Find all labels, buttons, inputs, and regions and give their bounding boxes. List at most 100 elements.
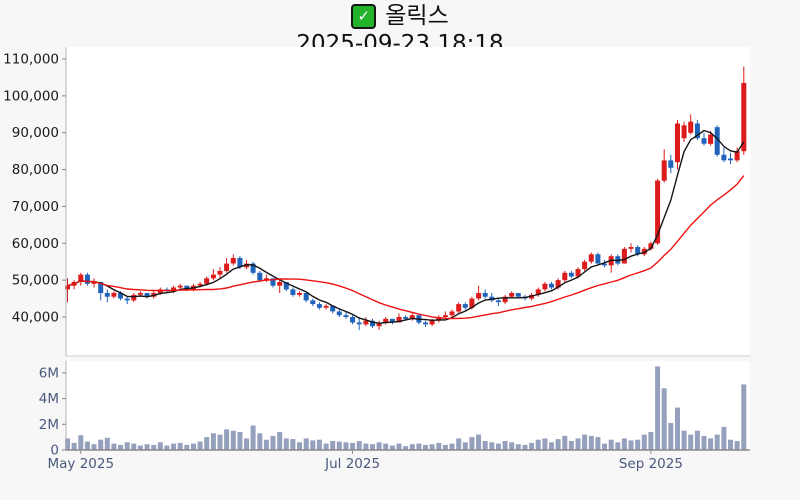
candle-body	[131, 294, 137, 301]
candle-body	[171, 287, 177, 292]
candle-body	[456, 304, 462, 312]
volume-bar	[482, 441, 488, 450]
candle-wick	[67, 278, 68, 303]
volume-bar	[91, 444, 97, 450]
volume-bar	[635, 439, 641, 450]
candle-body	[575, 269, 581, 277]
candle-body	[462, 304, 468, 308]
volume-bar	[469, 437, 475, 450]
volume-bar	[363, 443, 369, 450]
candle-body	[376, 322, 382, 327]
candle-body	[356, 322, 362, 325]
volume-bar	[423, 444, 428, 450]
volume-bar	[78, 435, 84, 450]
volume-bar	[688, 434, 694, 450]
candle-body	[283, 282, 289, 290]
volume-bar	[681, 430, 687, 450]
candle-body	[549, 283, 554, 288]
candle-body	[628, 247, 634, 249]
volume-bar	[237, 432, 243, 450]
candle-body	[336, 311, 342, 316]
candle-body	[668, 160, 674, 168]
volume-bar	[655, 366, 661, 450]
volume-bar	[297, 442, 302, 450]
candle-body	[509, 293, 515, 297]
volume-bar	[502, 441, 508, 450]
candle-body	[270, 278, 276, 286]
price-pane	[66, 47, 750, 356]
volume-bar	[416, 443, 422, 450]
candle-body	[436, 317, 442, 321]
candle-body	[144, 293, 150, 297]
candle-body	[449, 311, 455, 316]
candle-body	[641, 248, 647, 255]
volume-bar	[403, 446, 409, 450]
candle-body	[383, 318, 389, 323]
candle-body	[602, 263, 607, 266]
candle-body	[542, 283, 548, 290]
volume-bar	[84, 441, 90, 450]
axes-layer: 110,000 100,000 90,000 80,000 70,000 60,000 50…	[3, 47, 750, 472]
month-label: Sep 2025	[619, 456, 683, 472]
candle-body	[303, 293, 309, 301]
candle-body	[104, 293, 110, 297]
volume-bar	[509, 442, 515, 450]
candle-body	[529, 294, 535, 299]
volume-bar	[303, 438, 309, 450]
volume-bar	[144, 444, 150, 450]
volume-bar	[549, 442, 554, 450]
candle-body	[728, 158, 733, 161]
volume-bar	[111, 443, 117, 450]
candle-body	[648, 243, 654, 249]
volume-bar	[522, 444, 528, 450]
volume-bar	[661, 388, 667, 450]
candle-body	[568, 272, 574, 277]
volume-bar	[151, 444, 157, 450]
volume-bar	[250, 425, 256, 450]
volume-bar	[171, 443, 177, 450]
candle-wick	[126, 296, 128, 305]
candle-body	[409, 315, 415, 319]
volume-bar	[648, 432, 654, 450]
volume-bar	[588, 435, 594, 450]
candle-body	[98, 282, 104, 294]
candle-body	[515, 293, 521, 297]
volume-bar	[582, 434, 588, 450]
volume-bar	[476, 434, 482, 450]
price-tick-label: 50,000	[12, 273, 59, 289]
volume-bar	[71, 442, 77, 450]
volume-bar	[131, 443, 137, 450]
candle-body	[197, 283, 203, 286]
price-tick-label: 80,000	[12, 162, 59, 178]
candle-body	[694, 123, 700, 139]
candle-wick	[279, 280, 281, 293]
candle-wick	[497, 298, 499, 306]
candle-body	[655, 180, 661, 244]
price-tick-label: 60,000	[12, 236, 59, 252]
month-label: May 2025	[48, 456, 115, 472]
volume-bar	[621, 438, 627, 450]
month-label: Jul 2025	[324, 456, 380, 472]
volume-bar	[210, 433, 216, 450]
candle-body	[495, 300, 501, 303]
candle-body	[177, 285, 183, 288]
volume-bar	[714, 434, 720, 450]
volume-bar	[489, 442, 495, 450]
volume-bar	[675, 407, 680, 450]
candle-body	[741, 83, 747, 152]
price-tick-label: 40,000	[12, 310, 59, 326]
volume-bar	[529, 442, 535, 450]
candle-body	[708, 134, 714, 144]
volume-bar	[263, 439, 269, 450]
candles-layer	[65, 66, 747, 330]
volume-layer	[65, 366, 747, 450]
volume-bar	[257, 433, 263, 450]
volume-bar	[694, 430, 700, 450]
candle-body	[555, 280, 561, 288]
volume-bar	[370, 444, 375, 450]
volume-bar	[668, 423, 674, 450]
candle-body	[230, 258, 236, 264]
volume-bar	[164, 445, 170, 450]
candle-body	[701, 138, 707, 144]
ma-short-line	[67, 129, 745, 325]
